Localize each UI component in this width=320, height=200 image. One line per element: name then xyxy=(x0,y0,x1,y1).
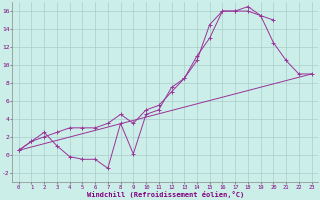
X-axis label: Windchill (Refroidissement éolien,°C): Windchill (Refroidissement éolien,°C) xyxy=(86,191,244,198)
